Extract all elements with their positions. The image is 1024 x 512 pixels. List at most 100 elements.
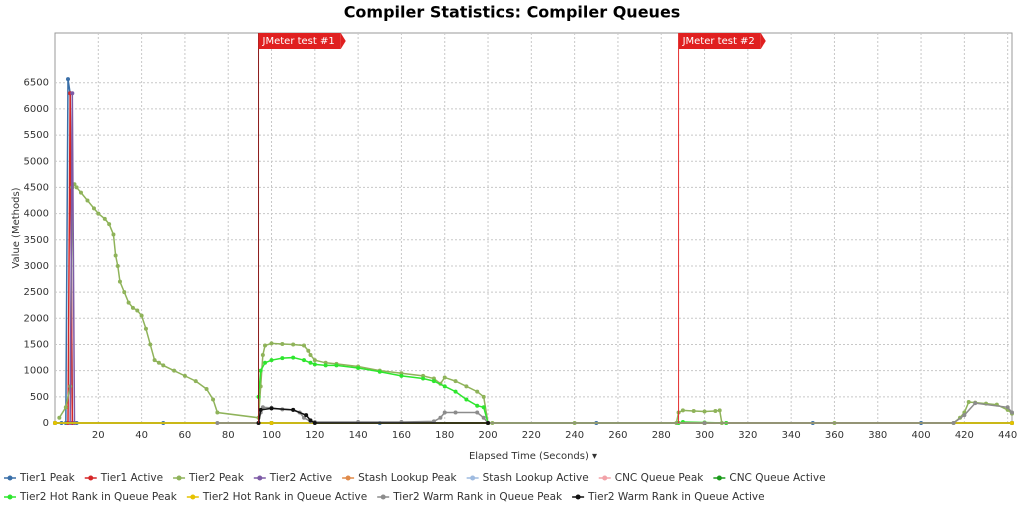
annotation-flag: JMeter test #1 <box>258 33 346 49</box>
x-tick-label: 100 <box>262 430 281 441</box>
data-point <box>156 360 161 365</box>
data-point <box>702 421 707 425</box>
series-line <box>55 78 1012 424</box>
annotation-label: JMeter test #1 <box>262 36 335 47</box>
data-point <box>312 362 317 367</box>
legend-label: Tier2 Warm Rank in Queue Active <box>587 491 764 503</box>
legend-swatch <box>7 475 13 481</box>
data-point <box>53 421 57 425</box>
data-point <box>280 356 285 361</box>
legend-label: Tier1 Active <box>100 472 163 484</box>
data-point <box>152 358 157 363</box>
y-tick-label: 5000 <box>24 156 49 167</box>
data-point <box>301 358 306 363</box>
y-tick-label: 3500 <box>24 235 49 246</box>
data-point <box>464 397 469 402</box>
y-tick-label: 1000 <box>24 366 49 377</box>
legend-swatch <box>470 475 476 481</box>
data-point <box>258 368 263 373</box>
data-point <box>312 358 317 363</box>
legend-label: Stash Lookup Peak <box>358 472 457 484</box>
y-tick-label: 1500 <box>24 339 49 350</box>
data-point <box>258 407 263 412</box>
data-point <box>91 206 96 211</box>
data-point <box>280 341 285 346</box>
annotation-flag: JMeter test #2 <box>678 33 766 49</box>
y-axis-label: Value (Methods) <box>11 187 22 268</box>
data-point <box>263 343 268 348</box>
data-point <box>161 363 166 368</box>
data-point <box>63 405 68 410</box>
data-point <box>74 185 79 190</box>
legend-swatch <box>257 475 263 481</box>
series-line <box>217 402 1013 424</box>
data-point <box>269 421 274 425</box>
x-tick-label: 320 <box>738 430 757 441</box>
data-point <box>139 313 144 318</box>
x-tick-label: 440 <box>998 430 1017 441</box>
data-point <box>442 375 447 380</box>
legend-swatch <box>380 494 386 500</box>
data-point <box>260 352 265 357</box>
x-tick-label: 340 <box>782 430 801 441</box>
x-tick-label: 240 <box>565 430 584 441</box>
legend-label: Tier2 Active <box>269 472 332 484</box>
legend-swatch <box>88 475 94 481</box>
legend-item: Tier2 Peak <box>173 472 245 484</box>
data-point <box>442 384 447 389</box>
data-point <box>691 408 696 413</box>
data-point <box>306 348 311 353</box>
data-point <box>85 198 90 203</box>
data-point <box>973 401 978 406</box>
data-point <box>70 91 75 96</box>
data-point <box>438 415 443 420</box>
x-tick-label: 20 <box>92 430 105 441</box>
legend-swatch <box>190 494 196 500</box>
data-point <box>702 409 707 414</box>
legend-swatch <box>716 475 722 481</box>
legend-swatch <box>575 494 581 500</box>
y-tick-label: 500 <box>30 392 49 403</box>
data-point <box>172 368 177 373</box>
y-tick-label: 6000 <box>24 104 49 115</box>
data-point <box>115 263 120 268</box>
x-tick-label: 420 <box>955 430 974 441</box>
annotation-flag-bg <box>258 33 341 49</box>
data-point <box>475 389 480 394</box>
annotation-flag-tip <box>340 33 346 49</box>
y-tick-label: 4500 <box>24 182 49 193</box>
data-point <box>312 421 317 425</box>
y-tick-label: 5500 <box>24 130 49 141</box>
x-tick-label: 80 <box>222 430 235 441</box>
y-tick-label: 6500 <box>24 78 49 89</box>
x-axis-label[interactable]: Elapsed Time (Seconds) ▾ <box>469 451 597 462</box>
y-tick-label: 2000 <box>24 313 49 324</box>
data-point <box>481 405 486 410</box>
data-point <box>475 410 480 415</box>
x-tick-label: 220 <box>522 430 541 441</box>
y-tick-label: 4000 <box>24 209 49 220</box>
data-point <box>107 222 112 227</box>
x-tick-label: 60 <box>179 430 192 441</box>
x-tick-label: 40 <box>135 430 148 441</box>
data-point <box>143 326 148 331</box>
data-point <box>182 373 187 378</box>
data-point <box>263 360 268 365</box>
x-tick-label: 180 <box>435 430 454 441</box>
legend-item: Tier1 Active <box>84 472 163 484</box>
legend-item: CNC Queue Peak <box>598 472 704 484</box>
annotation-flag-tip <box>760 33 766 49</box>
data-point <box>308 352 313 357</box>
legend-item: Tier1 Peak <box>4 472 76 484</box>
data-point <box>102 216 107 221</box>
series-line <box>257 356 727 424</box>
data-point <box>122 290 127 295</box>
legend-item: CNC Queue Active <box>713 472 826 484</box>
data-point <box>65 77 70 82</box>
x-tick-label: 360 <box>825 430 844 441</box>
data-point <box>193 379 198 384</box>
data-point <box>301 343 306 348</box>
x-tick-label: 140 <box>349 430 368 441</box>
legend-label: Tier2 Peak <box>188 472 245 484</box>
